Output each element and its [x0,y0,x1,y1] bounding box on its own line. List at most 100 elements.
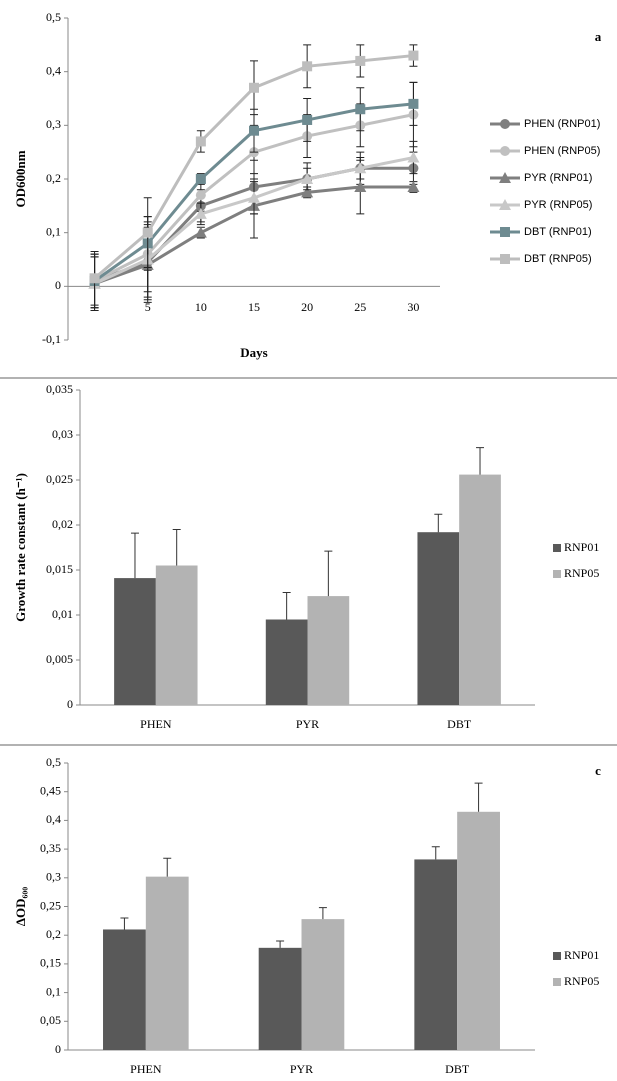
y-tick-label: 0,5 [46,10,61,24]
legend-label: PYR (RNP05) [524,199,592,211]
y-tick-label: 0,05 [40,1013,61,1027]
error-bar [282,592,291,620]
legend-label: PHEN (RNP05) [524,145,600,157]
y-tick-label: 0,2 [46,927,61,941]
error-bar [434,513,443,533]
bar [114,578,156,705]
error-bar [476,447,485,475]
point [249,82,259,93]
legend-label: DBT (RNP01) [524,226,592,238]
point [248,191,260,203]
bar [155,565,198,705]
legend-label: PHEN (RNP01) [524,118,600,130]
y-tick-label: 0,1 [46,224,61,238]
legend-label: RNP01 [564,948,599,962]
point [407,151,420,163]
legend-swatch [553,570,561,578]
bar [414,859,458,1050]
y-tick-label: 0,35 [40,841,61,855]
x-tick-label: 10 [195,300,207,314]
y-tick-label: 0,015 [46,562,73,576]
x-tick-label: DBT [447,717,472,731]
y-tick-label: 0,1 [46,984,61,998]
y-tick-label: 0,01 [52,607,73,621]
point [407,181,420,193]
legend-label: RNP05 [564,974,599,988]
point [301,186,314,198]
bar [258,947,302,1050]
point [301,173,314,184]
y-tick-label: -0,1 [42,332,61,346]
point [89,273,100,284]
y-tick-label: 0,005 [46,652,73,666]
point [355,104,366,115]
y-axis-label: ΔOD₆₀₀ [13,887,28,926]
y-tick-label: 0,035 [46,382,73,396]
error-bar [163,857,172,877]
y-tick-label: 0,25 [40,898,61,912]
x-tick-label: 30 [407,300,419,314]
point [354,181,367,193]
y-tick-label: 0,2 [46,171,61,185]
y-axis-label: Growth rate constant (h⁻¹) [13,473,28,622]
error-bar [431,846,440,860]
x-tick-label: 20 [301,300,313,314]
x-tick-label: PYR [296,717,319,731]
legend-marker [500,227,510,237]
panel-label: c [595,763,601,778]
legend-swatch [553,544,561,552]
legend-marker [500,254,510,264]
y-tick-label: 0,025 [46,472,73,486]
point [194,226,207,238]
legend-label: RNP05 [564,566,599,580]
error-bar [324,550,333,597]
y-tick-label: 0,02 [52,517,73,531]
error-bar [130,532,139,579]
bar [103,929,146,1050]
x-tick-label: PHEN [130,1062,162,1076]
bar [307,596,350,705]
point [195,174,206,184]
legend-marker [499,172,511,183]
point [249,125,259,136]
point [195,136,206,147]
y-tick-label: 0,15 [40,956,61,970]
legend-marker [500,146,510,156]
point [302,114,313,125]
y-tick-label: 0,5 [46,755,61,769]
legend-label: RNP01 [564,540,599,554]
panel-label: a [595,29,602,44]
x-tick-label: 15 [248,300,260,314]
point [354,162,367,174]
bar [459,474,501,705]
error-bar [120,917,129,930]
y-tick-label: 0,4 [46,63,61,77]
error-bar [276,940,285,948]
bar [457,811,500,1050]
x-tick-label: DBT [445,1062,470,1076]
y-tick-label: 0,3 [46,117,61,131]
point [355,55,366,66]
y-tick-label: 0,3 [46,870,61,884]
legend-marker [499,199,511,210]
legend-swatch [553,952,561,960]
y-tick-label: 0 [55,1042,61,1056]
x-tick-label: PYR [290,1062,313,1076]
y-tick-label: 0,45 [40,783,61,797]
point [408,50,419,61]
bar [145,876,189,1050]
legend-swatch [553,978,561,986]
point [194,207,207,219]
y-tick-label: 0,4 [46,812,61,826]
x-axis-label: Days [240,345,267,360]
y-axis-label: OD600nm [13,150,28,207]
error-bar [172,529,181,566]
point [142,227,153,238]
y-tick-label: 0 [55,278,61,292]
error-bar [474,782,483,812]
point [195,190,206,201]
bar [265,619,308,705]
error-bar [318,907,327,920]
x-tick-label: 5 [145,300,151,314]
